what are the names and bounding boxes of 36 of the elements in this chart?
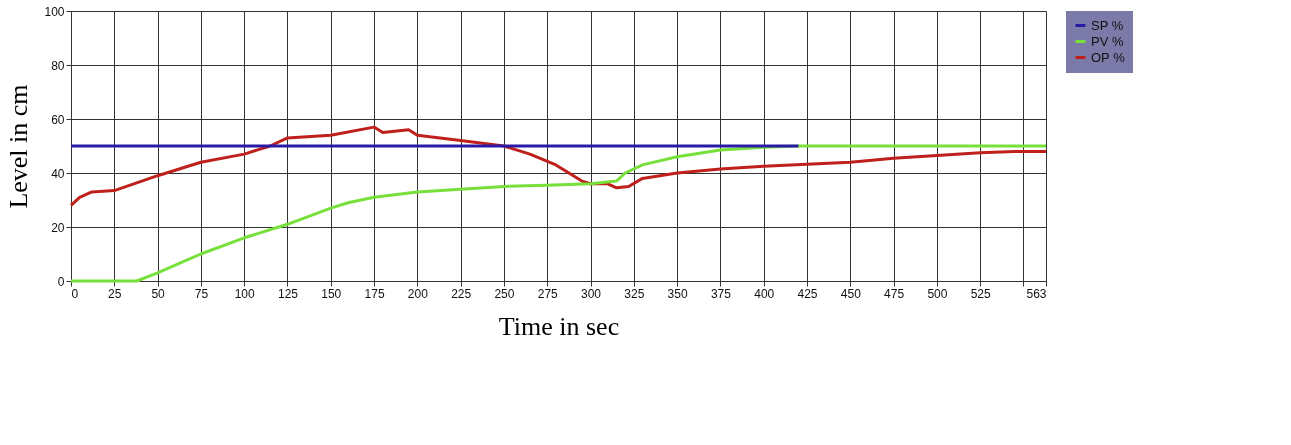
y-tick-label: 60 <box>51 112 65 127</box>
x-tick-label: 425 <box>797 286 818 301</box>
x-tick-label: 50 <box>151 286 166 301</box>
x-tick-label: 325 <box>624 286 645 301</box>
x-tick-label: 300 <box>581 286 602 301</box>
x-tick-label: 200 <box>407 286 429 301</box>
legend-label: PV % <box>1091 33 1124 49</box>
x-tick-label: 75 <box>194 286 209 301</box>
y-tick-label: 80 <box>51 58 65 73</box>
y-tick-label: 100 <box>44 4 65 19</box>
x-tick-label: 125 <box>277 286 299 301</box>
x-tick-label: 175 <box>364 286 385 301</box>
line-series <box>69 144 1048 283</box>
x-tick-label: 150 <box>321 286 342 301</box>
x-tick-label: 563 <box>1026 286 1047 301</box>
x-tick-label: 400 <box>754 286 775 301</box>
y-tick-label: 40 <box>51 166 65 181</box>
x-tick-label: 0 <box>71 286 79 301</box>
x-tick-label: 350 <box>667 286 688 301</box>
legend-label: SP % <box>1091 17 1124 33</box>
x-tick-label: 525 <box>970 286 992 301</box>
x-tick-label: 450 <box>840 286 862 301</box>
x-tick-label: 500 <box>927 286 948 301</box>
y-tick-label: 20 <box>51 220 65 235</box>
x-tick-label: 100 <box>234 286 256 301</box>
y-tick-label: 0 <box>57 274 65 289</box>
x-tick-label: 275 <box>537 286 559 301</box>
x-tick-label: 250 <box>494 286 515 301</box>
x-axis-title: Time in sec <box>498 311 620 341</box>
x-tick-label: 25 <box>108 286 122 301</box>
x-tick-label: 375 <box>710 286 732 301</box>
legend-label: OP % <box>1091 49 1126 65</box>
y-axis-title: Level in cm <box>4 84 34 209</box>
x-tick-label: 225 <box>451 286 472 301</box>
line-series <box>69 125 1048 207</box>
x-tick-label: 475 <box>884 286 905 301</box>
